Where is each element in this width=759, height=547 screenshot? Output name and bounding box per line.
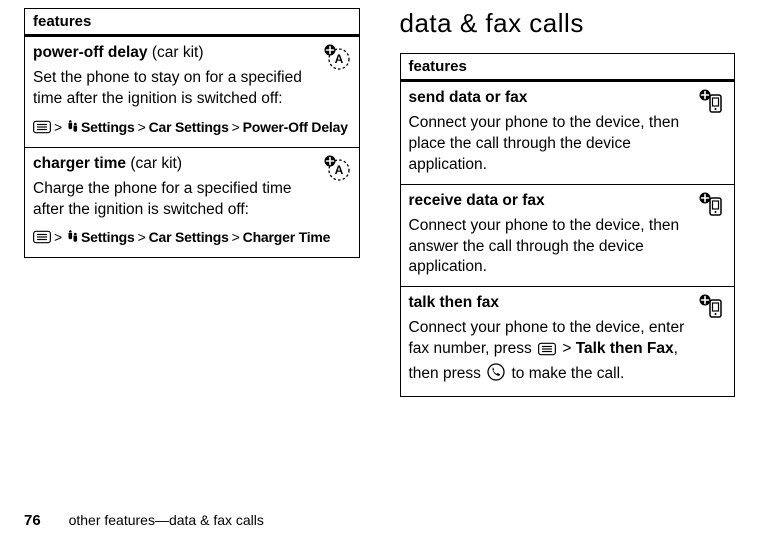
feature-row: A power-off delay (car kit) Set the phone… <box>25 37 359 148</box>
page-footer: 76 other features—data & fax calls <box>24 512 264 529</box>
right-table-header: features <box>401 54 735 82</box>
data-accessory-icon <box>698 88 726 116</box>
feature-desc: Connect your phone to the device, then p… <box>409 113 727 176</box>
section-title: data & fax calls <box>400 8 736 39</box>
feature-path: > Settings>Car Settings>Charger Time <box>33 228 351 249</box>
path-segment: Settings <box>81 229 135 245</box>
path-segment: Settings <box>81 119 135 135</box>
path-segment: Charger Time <box>243 229 331 245</box>
feature-desc: Connect your phone to the device, then a… <box>409 216 727 279</box>
svg-text:A: A <box>334 52 343 66</box>
feature-desc: Set the phone to stay on for a specified… <box>33 68 351 110</box>
feature-name: talk then fax <box>409 294 499 311</box>
path-segment: Car Settings <box>149 229 229 245</box>
menu-key-icon <box>538 342 556 363</box>
send-key-icon <box>487 363 505 388</box>
auto-accessory-icon: A <box>323 154 351 182</box>
feature-name: send data or fax <box>409 89 528 106</box>
feature-row: receive data or fax Connect your phone to… <box>401 185 735 288</box>
feature-desc: Connect your phone to the device, enter … <box>409 318 727 388</box>
feature-row: send data or fax Connect your phone to th… <box>401 82 735 185</box>
desc-text: to make the call. <box>507 365 624 382</box>
path-segment: Car Settings <box>149 119 229 135</box>
feature-name: charger time <box>33 155 126 172</box>
footer-text: other features—data & fax calls <box>69 512 264 528</box>
feature-row: A charger time (car kit) Charge the phone… <box>25 148 359 258</box>
feature-name: receive data or fax <box>409 192 545 209</box>
path-segment: Power-Off Delay <box>243 119 348 135</box>
feature-desc: Charge the phone for a specified time af… <box>33 179 351 221</box>
left-table-header: features <box>25 9 359 37</box>
page-columns: features A power-off delay (car kit) Set … <box>0 0 759 397</box>
data-accessory-icon <box>698 191 726 219</box>
svg-text:A: A <box>334 163 343 177</box>
right-feature-table: features send data or fax Connect your ph… <box>400 53 736 397</box>
feature-path: > Settings>Car Settings>Power-Off Delay <box>33 118 351 139</box>
menu-key-icon <box>33 230 51 249</box>
desc-text: > <box>558 340 576 357</box>
settings-icon <box>65 120 79 139</box>
page-number: 76 <box>24 512 41 529</box>
desc-bold: Talk then Fax <box>576 340 674 357</box>
data-accessory-icon <box>698 293 726 321</box>
left-column: features A power-off delay (car kit) Set … <box>24 8 360 397</box>
feature-context: (car kit) <box>130 155 182 172</box>
menu-key-icon <box>33 120 51 139</box>
right-column: data & fax calls features send data or f… <box>400 8 736 397</box>
feature-context: (car kit) <box>152 44 204 61</box>
settings-icon <box>65 230 79 249</box>
left-feature-table: features A power-off delay (car kit) Set … <box>24 8 360 258</box>
feature-name: power-off delay <box>33 44 148 61</box>
auto-accessory-icon: A <box>323 43 351 71</box>
feature-row: talk then fax Connect your phone to the d… <box>401 287 735 396</box>
